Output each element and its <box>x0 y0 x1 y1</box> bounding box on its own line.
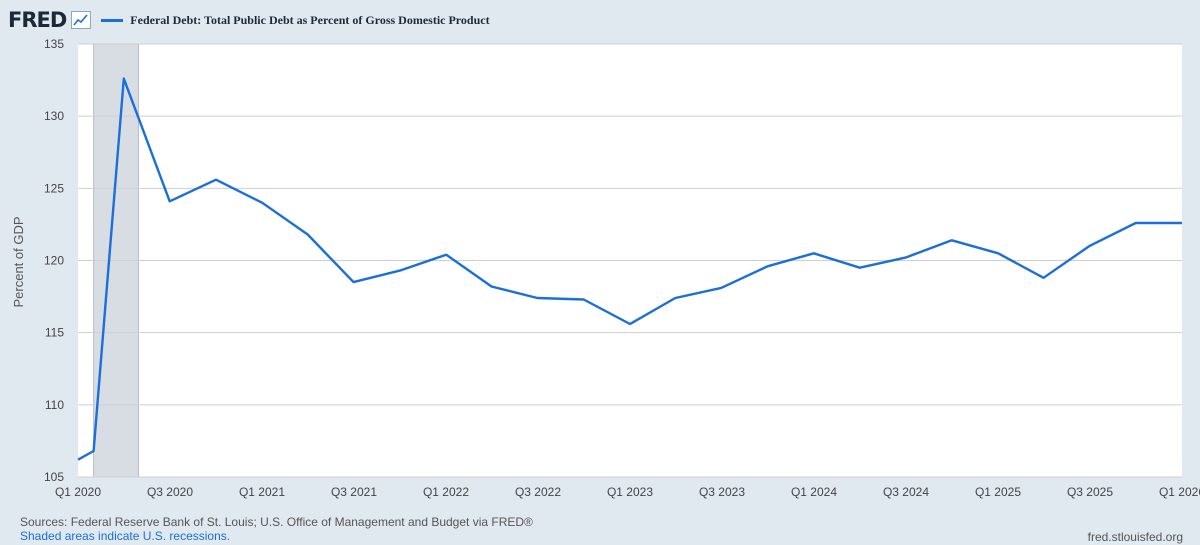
chart-header: FRED Federal Debt: Total Public Debt as … <box>8 6 490 34</box>
x-tick-label: Q1 2021 <box>239 485 285 499</box>
x-tick-label: Q3 2021 <box>331 485 377 499</box>
y-tick-label: 115 <box>45 326 64 340</box>
chart-title: Federal Debt: Total Public Debt as Perce… <box>130 12 490 27</box>
y-tick-layer: 105 110 115 120 125 130 135 <box>44 37 64 484</box>
y-tick-label: 110 <box>45 398 64 412</box>
sources-text: Sources: Federal Reserve Bank of St. Lou… <box>20 515 533 529</box>
footer-sources: Sources: Federal Reserve Bank of St. Lou… <box>20 515 533 543</box>
x-tick-label: Q1 2020 <box>55 485 101 499</box>
x-tick-label: Q3 2022 <box>515 485 561 499</box>
fred-logo[interactable]: FRED <box>8 8 67 32</box>
y-tick-label: 125 <box>44 181 64 195</box>
recession-note-link[interactable]: Shaded areas indicate U.S. recessions. <box>20 528 231 543</box>
x-tick-label: Q3 2024 <box>883 485 929 499</box>
y-tick-label: 130 <box>44 109 64 123</box>
y-axis-label: Percent of GDP <box>11 216 26 307</box>
line-graph-icon[interactable] <box>71 11 92 29</box>
y-tick-label: 105 <box>44 470 64 484</box>
x-tick-label: Q1 2023 <box>607 485 653 499</box>
x-tick-label: Q1 2022 <box>423 485 469 499</box>
x-tick-label: Q1 2026 <box>1159 485 1200 499</box>
site-url[interactable]: fred.stlouisfed.org <box>1087 530 1183 544</box>
legend-swatch <box>101 18 124 22</box>
y-tick-label: 120 <box>44 254 64 268</box>
grid-layer <box>78 43 1182 478</box>
x-tick-label: Q1 2024 <box>791 485 837 499</box>
y-tick-label: 135 <box>44 37 64 51</box>
series-line[interactable] <box>77 77 1182 461</box>
x-tick-layer: Q1 2020 Q3 2020 Q1 2021 Q3 2021 Q1 2022 Q3 20… <box>55 485 1200 499</box>
chart-legend: Federal Debt: Total Public Debt as Perce… <box>101 12 490 28</box>
x-tick-label: Q3 2020 <box>147 485 193 499</box>
x-tick-label: Q1 2025 <box>975 485 1021 499</box>
x-tick-label: Q3 2025 <box>1067 485 1113 499</box>
x-tick-label: Q3 2023 <box>699 485 745 499</box>
